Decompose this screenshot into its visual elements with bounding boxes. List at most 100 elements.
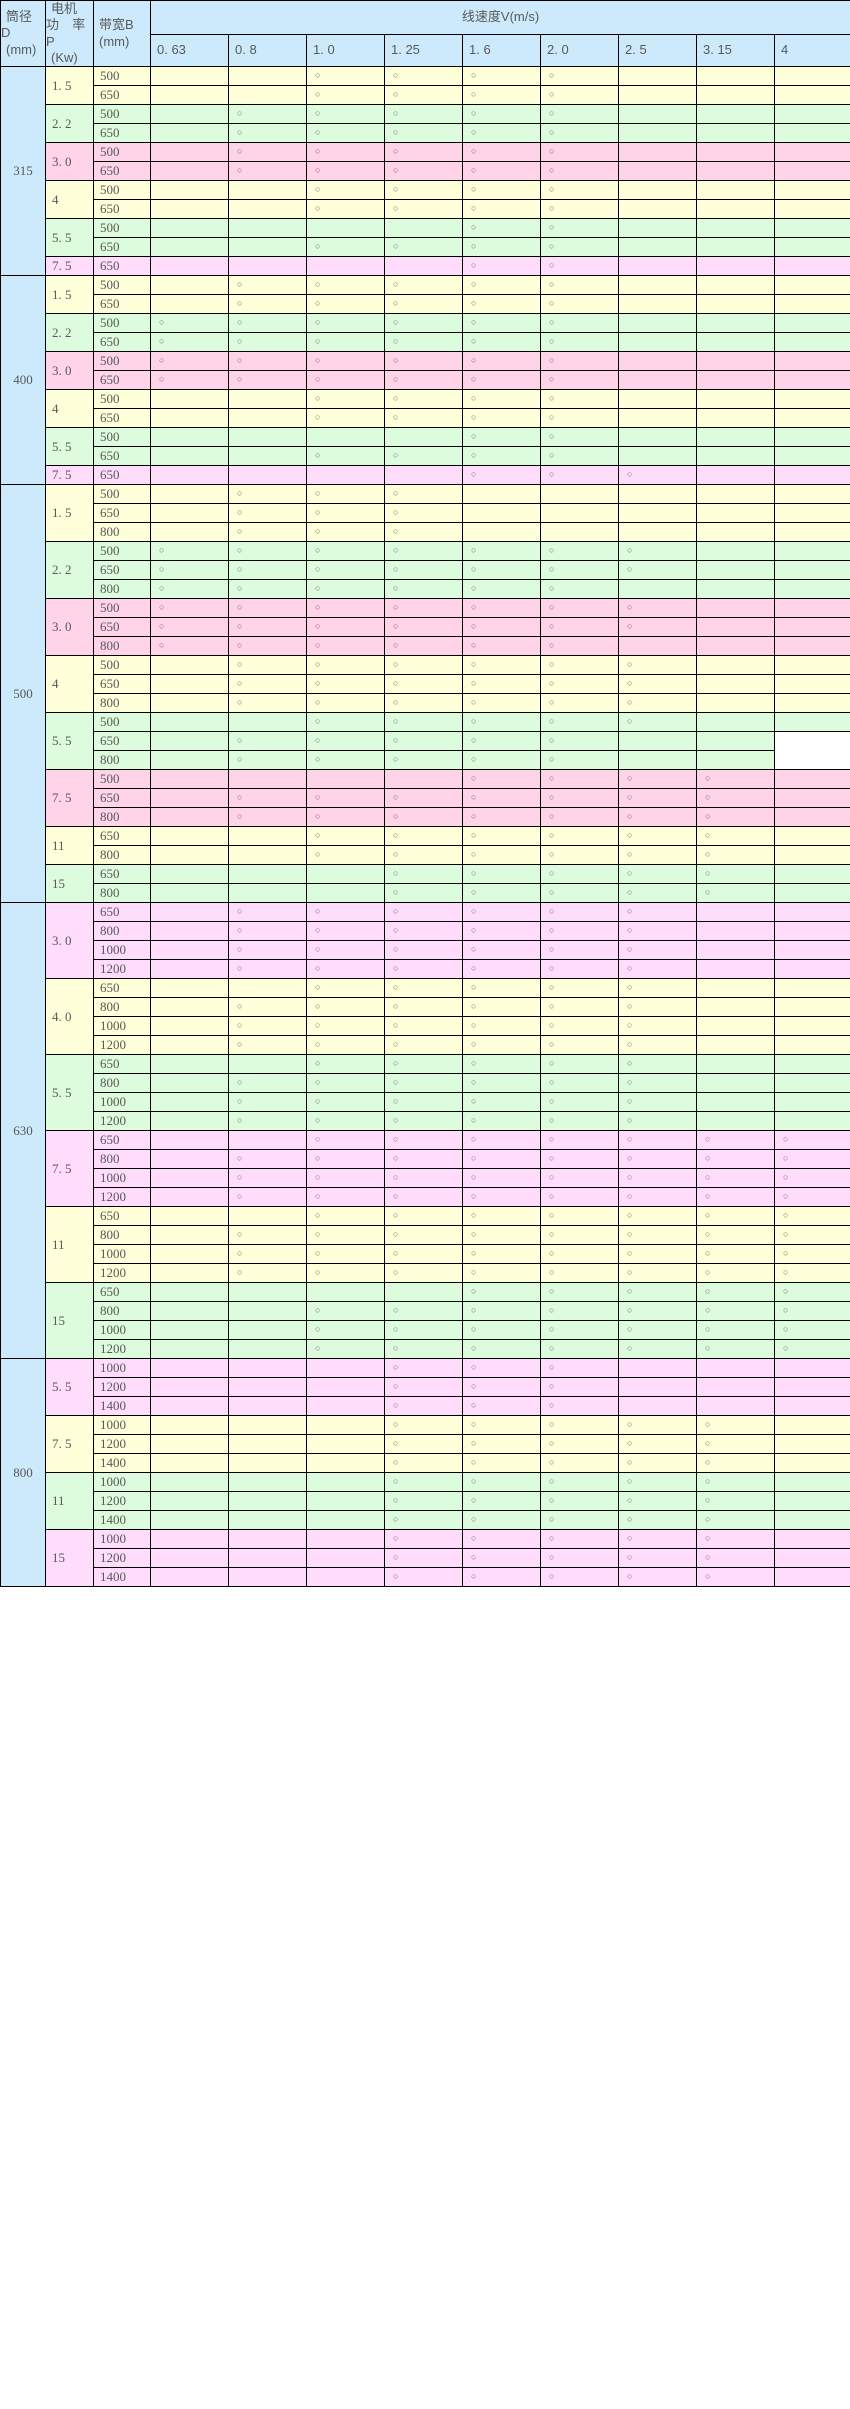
cell-mark-selected: ○ bbox=[306, 1206, 385, 1226]
diameter-value: 630 bbox=[13, 1122, 33, 1138]
cell-belt-width: 1200 bbox=[93, 1187, 151, 1207]
availability-circle-icon: ○ bbox=[237, 1191, 243, 1202]
availability-circle-icon: ○ bbox=[705, 868, 711, 879]
cell-mark-empty bbox=[773, 503, 850, 523]
cell-mark-selected: ○ bbox=[462, 294, 541, 314]
availability-circle-icon: ○ bbox=[315, 317, 321, 328]
table-row: 7. 5 1000 ○ ○ ○ ○ ○ bbox=[1, 1415, 850, 1473]
availability-circle-icon: ○ bbox=[159, 336, 165, 347]
availability-circle-icon: ○ bbox=[315, 659, 321, 670]
cell-mark-empty bbox=[696, 1016, 775, 1036]
cell-power: 4 bbox=[45, 180, 94, 219]
cell-mark-selected: ○ bbox=[306, 617, 385, 637]
availability-circle-icon: ○ bbox=[393, 982, 399, 993]
cell-mark-selected: ○ bbox=[462, 1491, 541, 1511]
cell-belt-width: 650 bbox=[93, 826, 151, 846]
table-row: 1200 ○ ○ ○ ○ ○ ○ ○ bbox=[1, 1339, 850, 1359]
availability-circle-icon: ○ bbox=[627, 982, 633, 993]
cell-mark-empty bbox=[150, 1206, 229, 1226]
cell-mark-empty bbox=[540, 522, 619, 542]
availability-circle-icon: ○ bbox=[471, 70, 477, 81]
availability-circle-icon: ○ bbox=[627, 1153, 633, 1164]
belt-width-value: 1200 bbox=[100, 1113, 126, 1128]
cell-mark-empty bbox=[696, 389, 775, 409]
cell-mark-empty bbox=[150, 1491, 229, 1511]
cell-mark-selected: ○ bbox=[540, 1415, 619, 1435]
availability-circle-icon: ○ bbox=[393, 925, 399, 936]
cell-mark-empty bbox=[228, 1453, 307, 1473]
cell-mark-empty bbox=[306, 1282, 385, 1302]
cell-mark-selected: ○ bbox=[618, 1130, 697, 1150]
header-speed-4: 1. 6 bbox=[462, 33, 541, 68]
cell-mark-empty bbox=[618, 522, 697, 542]
cell-mark-selected: ○ bbox=[618, 1187, 697, 1207]
availability-circle-icon: ○ bbox=[549, 1343, 555, 1354]
availability-circle-icon: ○ bbox=[627, 1343, 633, 1354]
cell-mark-empty bbox=[150, 1244, 229, 1264]
belt-width-value: 500 bbox=[100, 657, 120, 672]
cell-mark-empty bbox=[773, 351, 850, 371]
cell-mark-empty bbox=[773, 104, 850, 124]
cell-mark-selected: ○ bbox=[540, 161, 619, 181]
cell-mark-empty bbox=[150, 712, 229, 732]
cell-mark-selected: ○ bbox=[384, 959, 463, 979]
cell-mark-selected: ○ bbox=[306, 446, 385, 466]
availability-circle-icon: ○ bbox=[315, 393, 321, 404]
cell-power: 3. 0 bbox=[45, 598, 94, 656]
cell-mark-selected: ○ bbox=[462, 389, 541, 409]
cell-mark-empty bbox=[696, 180, 775, 200]
belt-width-value: 500 bbox=[100, 106, 120, 121]
header-speed-label: 1. 6 bbox=[469, 42, 491, 58]
cell-mark-selected: ○ bbox=[384, 1187, 463, 1207]
availability-circle-icon: ○ bbox=[549, 1001, 555, 1012]
cell-mark-selected: ○ bbox=[462, 123, 541, 143]
availability-circle-icon: ○ bbox=[393, 716, 399, 727]
availability-circle-icon: ○ bbox=[471, 336, 477, 347]
availability-circle-icon: ○ bbox=[237, 621, 243, 632]
cell-belt-width: 500 bbox=[93, 541, 151, 561]
table-row: 4 500 ○ ○ ○ ○ ○ ○ bbox=[1, 655, 850, 713]
table-row: 5. 5 650 ○ ○ ○ ○ ○ bbox=[1, 1054, 850, 1131]
header-row-speeds: 0. 63 0. 8 1. 0 1. 25 1. 6 2. 0 2. 5 3. 15 4 bbox=[1, 33, 850, 68]
cell-mark-empty bbox=[150, 275, 229, 295]
cell-mark-empty bbox=[228, 1130, 307, 1150]
cell-mark-selected: ○ bbox=[540, 1377, 619, 1397]
cell-belt-width: 800 bbox=[93, 1301, 151, 1321]
header-speed-label: 0. 63 bbox=[157, 42, 186, 58]
cell-mark-selected: ○ bbox=[384, 1339, 463, 1359]
availability-circle-icon: ○ bbox=[471, 925, 477, 936]
cell-diameter: 630 bbox=[0, 902, 46, 1359]
cell-mark-selected: ○ bbox=[540, 1187, 619, 1207]
availability-circle-icon: ○ bbox=[315, 1191, 321, 1202]
cell-belt-width: 800 bbox=[93, 997, 151, 1017]
availability-circle-icon: ○ bbox=[471, 754, 477, 765]
cell-mark-selected: ○ bbox=[462, 1453, 541, 1473]
cell-mark-selected: ○ bbox=[306, 712, 385, 732]
cell-mark-selected: ○ bbox=[618, 864, 697, 884]
cell-mark-selected: ○ bbox=[540, 389, 619, 409]
cell-mark-selected: ○ bbox=[618, 921, 697, 941]
table-row: 3. 0 500 ○ ○ ○ ○ ○ ○ ○ bbox=[1, 598, 850, 656]
availability-circle-icon: ○ bbox=[315, 849, 321, 860]
availability-circle-icon: ○ bbox=[549, 1267, 555, 1278]
cell-mark-selected: ○ bbox=[228, 1244, 307, 1264]
table-row: 2. 2 500 ○ ○ ○ ○ ○ ○ ○ bbox=[1, 541, 850, 599]
cell-mark-selected: ○ bbox=[618, 997, 697, 1017]
availability-circle-icon: ○ bbox=[783, 1343, 789, 1354]
cell-mark-selected: ○ bbox=[306, 408, 385, 428]
cell-mark-empty bbox=[462, 503, 541, 523]
availability-circle-icon: ○ bbox=[627, 678, 633, 689]
availability-circle-icon: ○ bbox=[315, 450, 321, 461]
cell-mark-selected: ○ bbox=[618, 902, 697, 922]
availability-circle-icon: ○ bbox=[627, 868, 633, 879]
cell-mark-selected: ○ bbox=[306, 1130, 385, 1150]
cell-mark-selected: ○ bbox=[384, 142, 463, 162]
cell-mark-selected: ○ bbox=[462, 655, 541, 675]
cell-mark-selected: ○ bbox=[462, 940, 541, 960]
availability-circle-icon: ○ bbox=[471, 1571, 477, 1582]
belt-width-value: 1200 bbox=[100, 1189, 126, 1204]
cell-mark-empty bbox=[306, 1434, 385, 1454]
table-row: 650 ○ ○ ○ ○ bbox=[1, 237, 850, 257]
cell-mark-selected: ○ bbox=[773, 1206, 850, 1226]
header-speed-5: 2. 0 bbox=[540, 33, 619, 68]
